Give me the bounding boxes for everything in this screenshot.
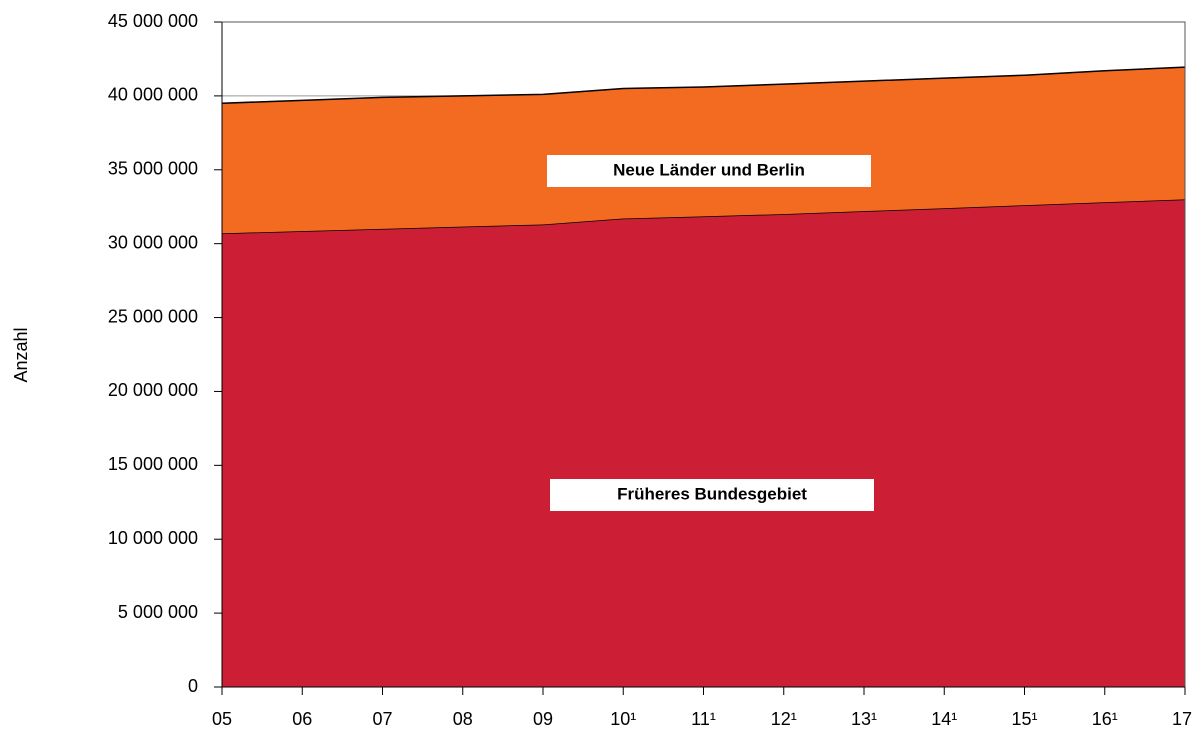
y-tick-label: 0 — [188, 676, 198, 696]
area — [222, 199, 1185, 688]
y-tick-label: 30 000 000 — [108, 232, 198, 252]
x-tick-label: 08 — [453, 709, 473, 729]
y-tick-label: 40 000 000 — [108, 85, 198, 105]
x-tick-label: 09 — [533, 709, 553, 729]
x-tick-label: 14¹ — [931, 709, 957, 729]
y-tick-label: 15 000 000 — [108, 454, 198, 474]
area — [222, 67, 1185, 234]
x-tick-label: 13¹ — [851, 709, 877, 729]
x-tick-label: 16¹ — [1092, 709, 1118, 729]
x-tick-label: 10¹ — [610, 709, 636, 729]
x-tick-label: 11¹ — [691, 709, 716, 729]
x-tick-label: 05 — [212, 709, 232, 729]
x-tick-label: 15¹ — [1011, 709, 1037, 729]
y-tick-label: 25 000 000 — [108, 306, 198, 326]
x-tick-label: 06 — [292, 709, 312, 729]
area-edge — [221, 66, 1186, 105]
y-tick-label: 10 000 000 — [108, 528, 198, 548]
y-tick-label: 45 000 000 — [108, 11, 198, 31]
series-label: Früheres Bundesgebiet — [617, 484, 807, 503]
y-tick-label: 35 000 000 — [108, 159, 198, 179]
y-axis-label: Anzahl — [11, 327, 31, 382]
label-box — [547, 155, 871, 187]
series-label: Neue Länder und Berlin — [613, 160, 805, 179]
x-tick-label: 07 — [372, 709, 392, 729]
x-tick-label: 17¹ — [1172, 709, 1192, 729]
y-tick-label: 20 000 000 — [108, 380, 198, 400]
x-tick-label: 12¹ — [771, 709, 797, 729]
y-tick-label: 5 000 000 — [118, 602, 198, 622]
label-box — [550, 479, 874, 511]
